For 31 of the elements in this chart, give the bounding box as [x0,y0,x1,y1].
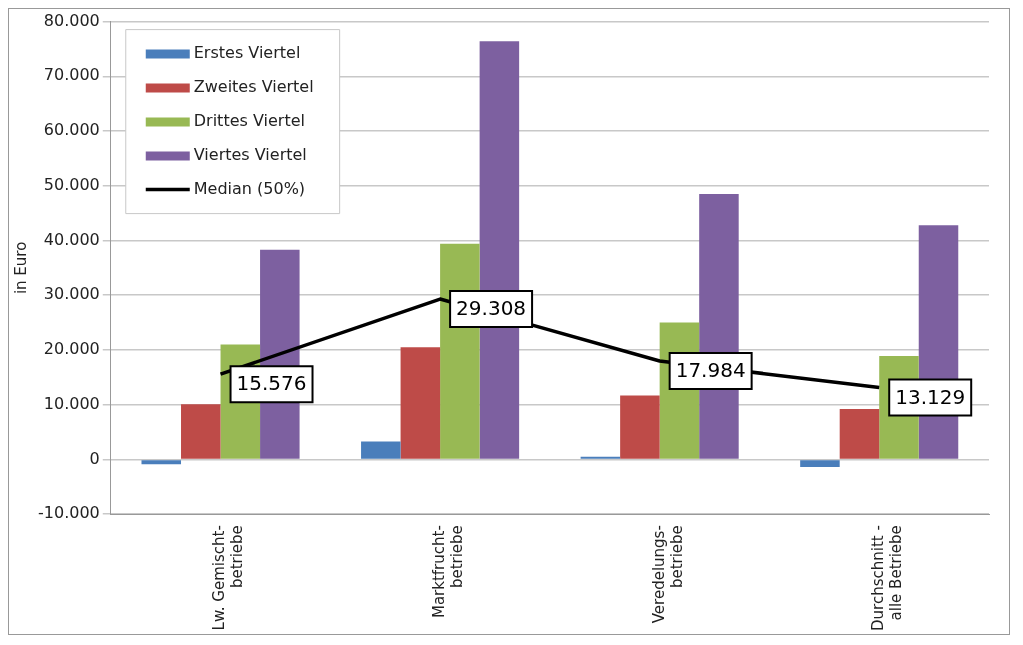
x-tick-label: Lw. Gemischt- betriebe [210,525,247,631]
bar [361,441,401,459]
y-tick-label: 80.000 [43,10,100,30]
x-tick-label: Veredelungs- betriebe [649,525,686,624]
y-tick-label: -10.000 [37,503,100,523]
bar [620,395,660,459]
bar [800,460,840,468]
bar [839,409,880,459]
y-axis-title: in Euro [11,241,30,295]
x-tick-label: Durchschnitt - alle Betriebe [869,525,906,632]
y-tick-label: 30.000 [43,284,100,304]
legend-label: Zweites Viertel [193,76,314,96]
legend-label: Erstes Viertel [193,42,301,62]
y-tick-label: 10.000 [43,393,100,413]
legend-label: Drittes Viertel [193,110,305,130]
legend-label: Viertes Viertel [193,144,307,164]
bar [141,460,182,465]
x-tick-label: Marktfrucht- betriebe [429,525,466,619]
bar [181,404,221,459]
data-label: 17.984 [675,358,746,383]
y-tick-label: 20.000 [43,339,100,359]
y-tick-label: 0 [89,448,100,468]
y-tick-label: 70.000 [43,65,100,85]
legend-label: Median (50%) [193,178,306,198]
data-label: 15.576 [236,371,307,396]
y-tick-label: 60.000 [43,120,100,140]
y-tick-label: 40.000 [43,229,100,249]
bar [400,347,441,459]
y-tick-label: 50.000 [43,174,100,194]
data-label: 13.129 [895,384,966,409]
data-label: 29.308 [456,296,527,321]
